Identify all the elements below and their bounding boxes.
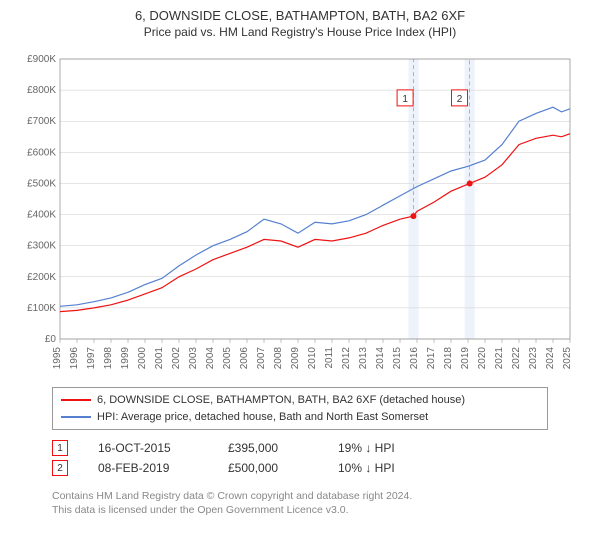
svg-text:2000: 2000 [137,347,148,370]
svg-text:2012: 2012 [341,347,352,370]
marker-price: £395,000 [228,441,308,455]
legend-swatch [61,399,91,401]
footer-line1: Contains HM Land Registry data © Crown c… [52,490,548,504]
svg-text:2015: 2015 [392,347,403,370]
svg-text:2025: 2025 [562,347,573,370]
svg-text:£300K: £300K [27,241,56,252]
chart-title: 6, DOWNSIDE CLOSE, BATHAMPTON, BATH, BA2… [12,8,588,23]
svg-text:2024: 2024 [545,347,556,370]
footer-line2: This data is licensed under the Open Gov… [52,504,548,518]
svg-text:2009: 2009 [290,347,301,370]
svg-text:2014: 2014 [375,347,386,370]
footer-note: Contains HM Land Registry data © Crown c… [52,490,548,517]
svg-text:1997: 1997 [86,347,97,370]
svg-text:2001: 2001 [154,347,165,370]
legend-label: 6, DOWNSIDE CLOSE, BATHAMPTON, BATH, BA2… [97,392,465,409]
chart-subtitle: Price paid vs. HM Land Registry's House … [12,25,588,39]
svg-text:2002: 2002 [171,347,182,370]
svg-text:2005: 2005 [222,347,233,370]
svg-text:2016: 2016 [409,347,420,370]
svg-text:1995: 1995 [52,347,63,370]
svg-text:£700K: £700K [27,116,56,127]
legend-item: 6, DOWNSIDE CLOSE, BATHAMPTON, BATH, BA2… [61,392,539,409]
svg-text:2013: 2013 [358,347,369,370]
svg-text:£500K: £500K [27,178,56,189]
svg-text:2017: 2017 [426,347,437,370]
svg-text:2011: 2011 [324,347,335,369]
svg-text:2023: 2023 [528,347,539,370]
svg-text:1999: 1999 [120,347,131,370]
svg-text:1998: 1998 [103,347,114,370]
svg-text:2003: 2003 [188,347,199,370]
svg-text:£200K: £200K [27,272,56,283]
svg-text:2: 2 [457,94,463,105]
svg-text:£0: £0 [45,334,57,345]
legend-item: HPI: Average price, detached house, Bath… [61,409,539,426]
legend-swatch [61,416,91,418]
svg-text:2018: 2018 [443,347,454,370]
marker-number-box: 2 [52,460,68,476]
svg-text:£800K: £800K [27,85,56,96]
svg-text:2010: 2010 [307,347,318,370]
legend-box: 6, DOWNSIDE CLOSE, BATHAMPTON, BATH, BA2… [52,387,548,430]
marker-row: 2 08-FEB-2019 £500,000 10% ↓ HPI [52,458,548,478]
marker-row: 1 16-OCT-2015 £395,000 19% ↓ HPI [52,438,548,458]
svg-text:£900K: £900K [27,54,56,65]
svg-text:2004: 2004 [205,347,216,370]
marker-number-box: 1 [52,440,68,456]
svg-text:1996: 1996 [69,347,80,370]
marker-delta: 10% ↓ HPI [338,461,448,475]
svg-text:1: 1 [402,94,408,105]
chart-container: 6, DOWNSIDE CLOSE, BATHAMPTON, BATH, BA2… [0,0,600,560]
legend-label: HPI: Average price, detached house, Bath… [97,409,428,426]
marker-price: £500,000 [228,461,308,475]
svg-text:2007: 2007 [256,347,267,370]
svg-text:2006: 2006 [239,347,250,370]
marker-delta: 19% ↓ HPI [338,441,448,455]
svg-text:£100K: £100K [27,303,56,314]
svg-text:2021: 2021 [494,347,505,370]
marker-date: 16-OCT-2015 [98,441,198,455]
marker-date: 08-FEB-2019 [98,461,198,475]
svg-text:2022: 2022 [511,347,522,370]
svg-text:2019: 2019 [460,347,471,370]
svg-text:2020: 2020 [477,347,488,370]
chart-area: £0 £100K £200K £300K £400K £500K £600K £700K £80… [12,49,588,379]
svg-text:2008: 2008 [273,347,284,370]
svg-text:£600K: £600K [27,147,56,158]
line-chart-svg: £0 £100K £200K £300K £400K £500K £600K £700K £80… [12,49,588,379]
svg-text:£400K: £400K [27,210,56,221]
marker-table: 1 16-OCT-2015 £395,000 19% ↓ HPI 2 08-FEB-201… [52,438,548,478]
